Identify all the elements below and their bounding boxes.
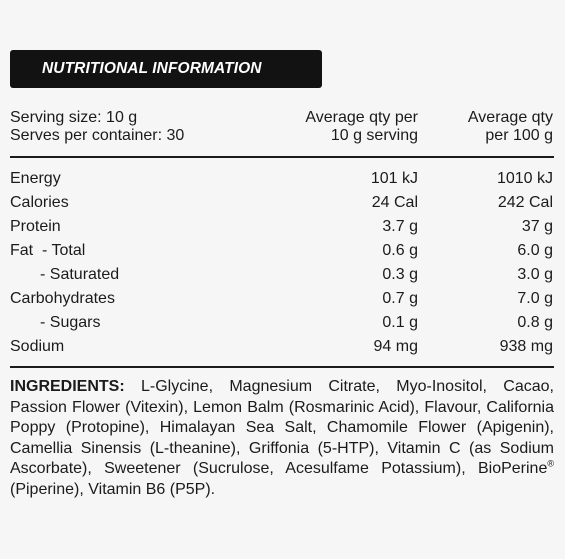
serves-per-container: Serves per container: 30	[10, 127, 185, 144]
row-value-saturated-100g: 3.0 g	[517, 266, 553, 283]
ingredients-paragraph: INGREDIENTS: L-Glycine, Magnesium Citrat…	[10, 377, 554, 501]
row-value-protein-serving: 3.7 g	[382, 218, 418, 235]
row-label-carbohydrates: Carbohydrates	[10, 290, 115, 307]
table-bottom-divider	[10, 366, 554, 368]
row-value-calories-serving: 24 Cal	[371, 194, 418, 211]
header-divider	[10, 156, 554, 158]
row-label-fat-total: Fat - Total	[10, 242, 86, 259]
registered-trademark: ®	[547, 459, 554, 470]
row-value-carbohydrates-100g: 7.0 g	[517, 290, 553, 307]
row-label-sugars: - Sugars	[40, 314, 101, 331]
row-value-protein-100g: 37 g	[521, 218, 553, 235]
row-value-energy-serving: 101 kJ	[370, 170, 418, 187]
nutrition-title-banner: NUTRITIONAL INFORMATION	[10, 50, 322, 88]
row-value-fat-total-serving: 0.6 g	[382, 242, 418, 259]
serving-size: Serving size: 10 g	[10, 109, 138, 126]
col-per-100g-heading-line1: Average qty	[467, 109, 553, 126]
row-value-sugars-serving: 0.1 g	[382, 314, 418, 331]
col-per-100g-heading-line2: per 100 g	[485, 127, 553, 144]
row-value-saturated-serving: 0.3 g	[382, 266, 418, 283]
nutrition-title: NUTRITIONAL INFORMATION	[42, 60, 262, 77]
row-label-calories: Calories	[10, 194, 69, 211]
ingredients-list: L-Glycine, Magnesium Citrate, Myo-Inosit…	[10, 378, 554, 478]
row-value-calories-100g: 242 Cal	[497, 194, 553, 211]
ingredients-label: INGREDIENTS:	[10, 378, 125, 395]
row-value-fat-total-100g: 6.0 g	[517, 242, 553, 259]
row-label-saturated: - Saturated	[40, 266, 120, 283]
col-per-serving-heading-line2: 10 g serving	[330, 127, 418, 144]
row-label-energy: Energy	[10, 170, 61, 187]
row-value-energy-100g: 1010 kJ	[496, 170, 553, 187]
row-value-sodium-serving: 94 mg	[373, 338, 418, 355]
row-value-sodium-100g: 938 mg	[499, 338, 553, 355]
row-label-protein: Protein	[10, 218, 61, 235]
row-label-sodium: Sodium	[10, 338, 65, 355]
ingredients-list-end: (Piperine), Vitamin B6 (P5P).	[10, 480, 216, 498]
col-per-serving-heading-line1: Average qty per	[305, 109, 418, 126]
row-value-sugars-100g: 0.8 g	[517, 314, 553, 331]
row-value-carbohydrates-serving: 0.7 g	[382, 290, 418, 307]
